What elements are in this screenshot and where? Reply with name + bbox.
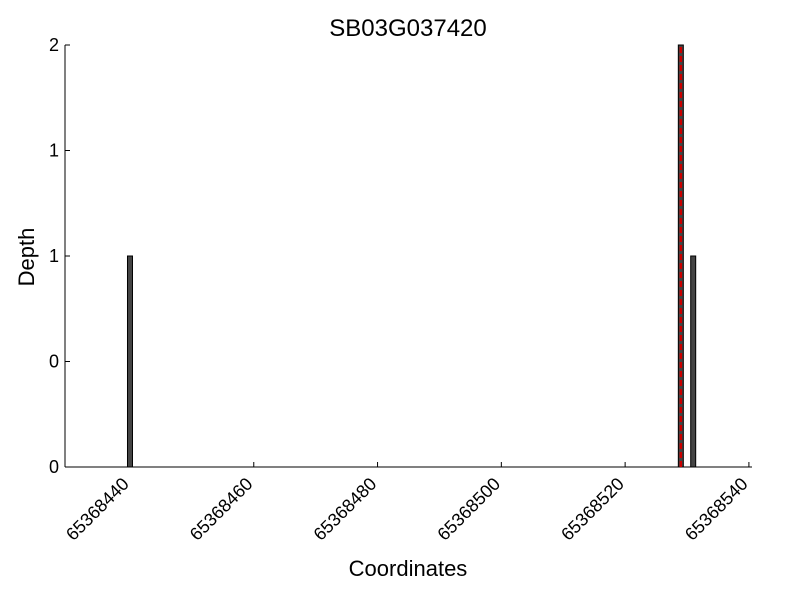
depth-bar <box>690 255 697 468</box>
y-tick-label: 1 <box>49 141 59 161</box>
x-tick-label: 65368460 <box>186 474 257 545</box>
x-tick-label: 65368500 <box>433 474 504 545</box>
x-tick-label: 65368520 <box>557 474 628 545</box>
y-axis-label: Depth <box>14 228 39 287</box>
x-tick-label: 65368440 <box>62 474 133 545</box>
x-tick-label: 65368540 <box>681 474 752 545</box>
x-axis-label: Coordinates <box>349 556 468 581</box>
y-tick-label: 0 <box>49 457 59 477</box>
y-tick-label: 2 <box>49 35 59 55</box>
x-tick-label: 65368480 <box>310 474 381 545</box>
y-tick-label: 0 <box>49 352 59 372</box>
depth-bar <box>126 255 133 468</box>
chart-title: SB03G037420 <box>329 15 486 42</box>
y-tick-label: 1 <box>49 246 59 266</box>
plot-area: 0 0 1 1 2 65368440 65368460 65368480 65368500 653… <box>49 35 752 544</box>
